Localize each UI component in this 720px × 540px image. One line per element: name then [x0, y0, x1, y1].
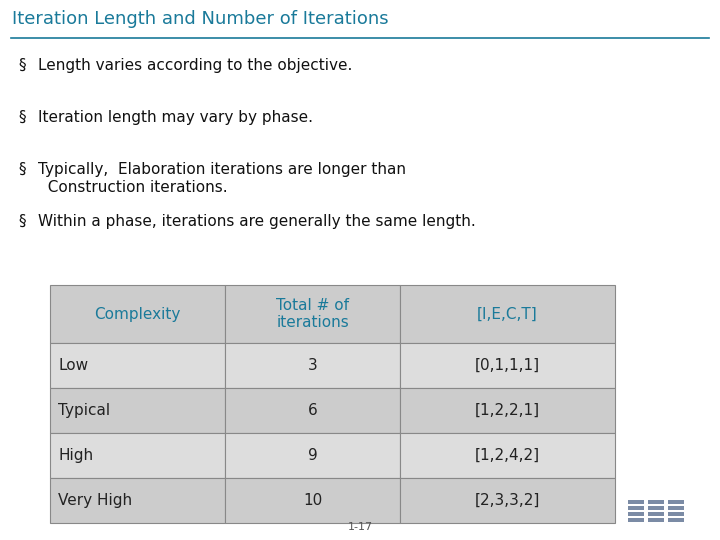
Text: §: §: [18, 58, 26, 73]
Text: 10: 10: [303, 493, 322, 508]
Text: [1,2,2,1]: [1,2,2,1]: [475, 403, 540, 418]
Text: Iteration Length and Number of Iterations: Iteration Length and Number of Iteration…: [12, 10, 389, 28]
Text: §: §: [18, 110, 26, 125]
Text: Typical: Typical: [58, 403, 110, 418]
Text: 1-17: 1-17: [348, 522, 372, 532]
Text: Iteration length may vary by phase.: Iteration length may vary by phase.: [38, 110, 313, 125]
Text: §: §: [18, 214, 26, 229]
Text: §: §: [18, 162, 26, 177]
Text: Length varies according to the objective.: Length varies according to the objective…: [38, 58, 352, 73]
Text: Typically,  Elaboration iterations are longer than
  Construction iterations.: Typically, Elaboration iterations are lo…: [38, 162, 406, 195]
Text: 9: 9: [307, 448, 318, 463]
Text: High: High: [58, 448, 93, 463]
Text: [0,1,1,1]: [0,1,1,1]: [475, 358, 540, 373]
Text: 6: 6: [307, 403, 318, 418]
Text: [I,E,C,T]: [I,E,C,T]: [477, 307, 538, 321]
Text: Low: Low: [58, 358, 88, 373]
Text: [1,2,4,2]: [1,2,4,2]: [475, 448, 540, 463]
Text: [2,3,3,2]: [2,3,3,2]: [474, 493, 540, 508]
Text: Within a phase, iterations are generally the same length.: Within a phase, iterations are generally…: [38, 214, 476, 229]
Text: 3: 3: [307, 358, 318, 373]
Text: Total # of
iterations: Total # of iterations: [276, 298, 349, 330]
Text: Complexity: Complexity: [94, 307, 181, 321]
Text: Very High: Very High: [58, 493, 132, 508]
